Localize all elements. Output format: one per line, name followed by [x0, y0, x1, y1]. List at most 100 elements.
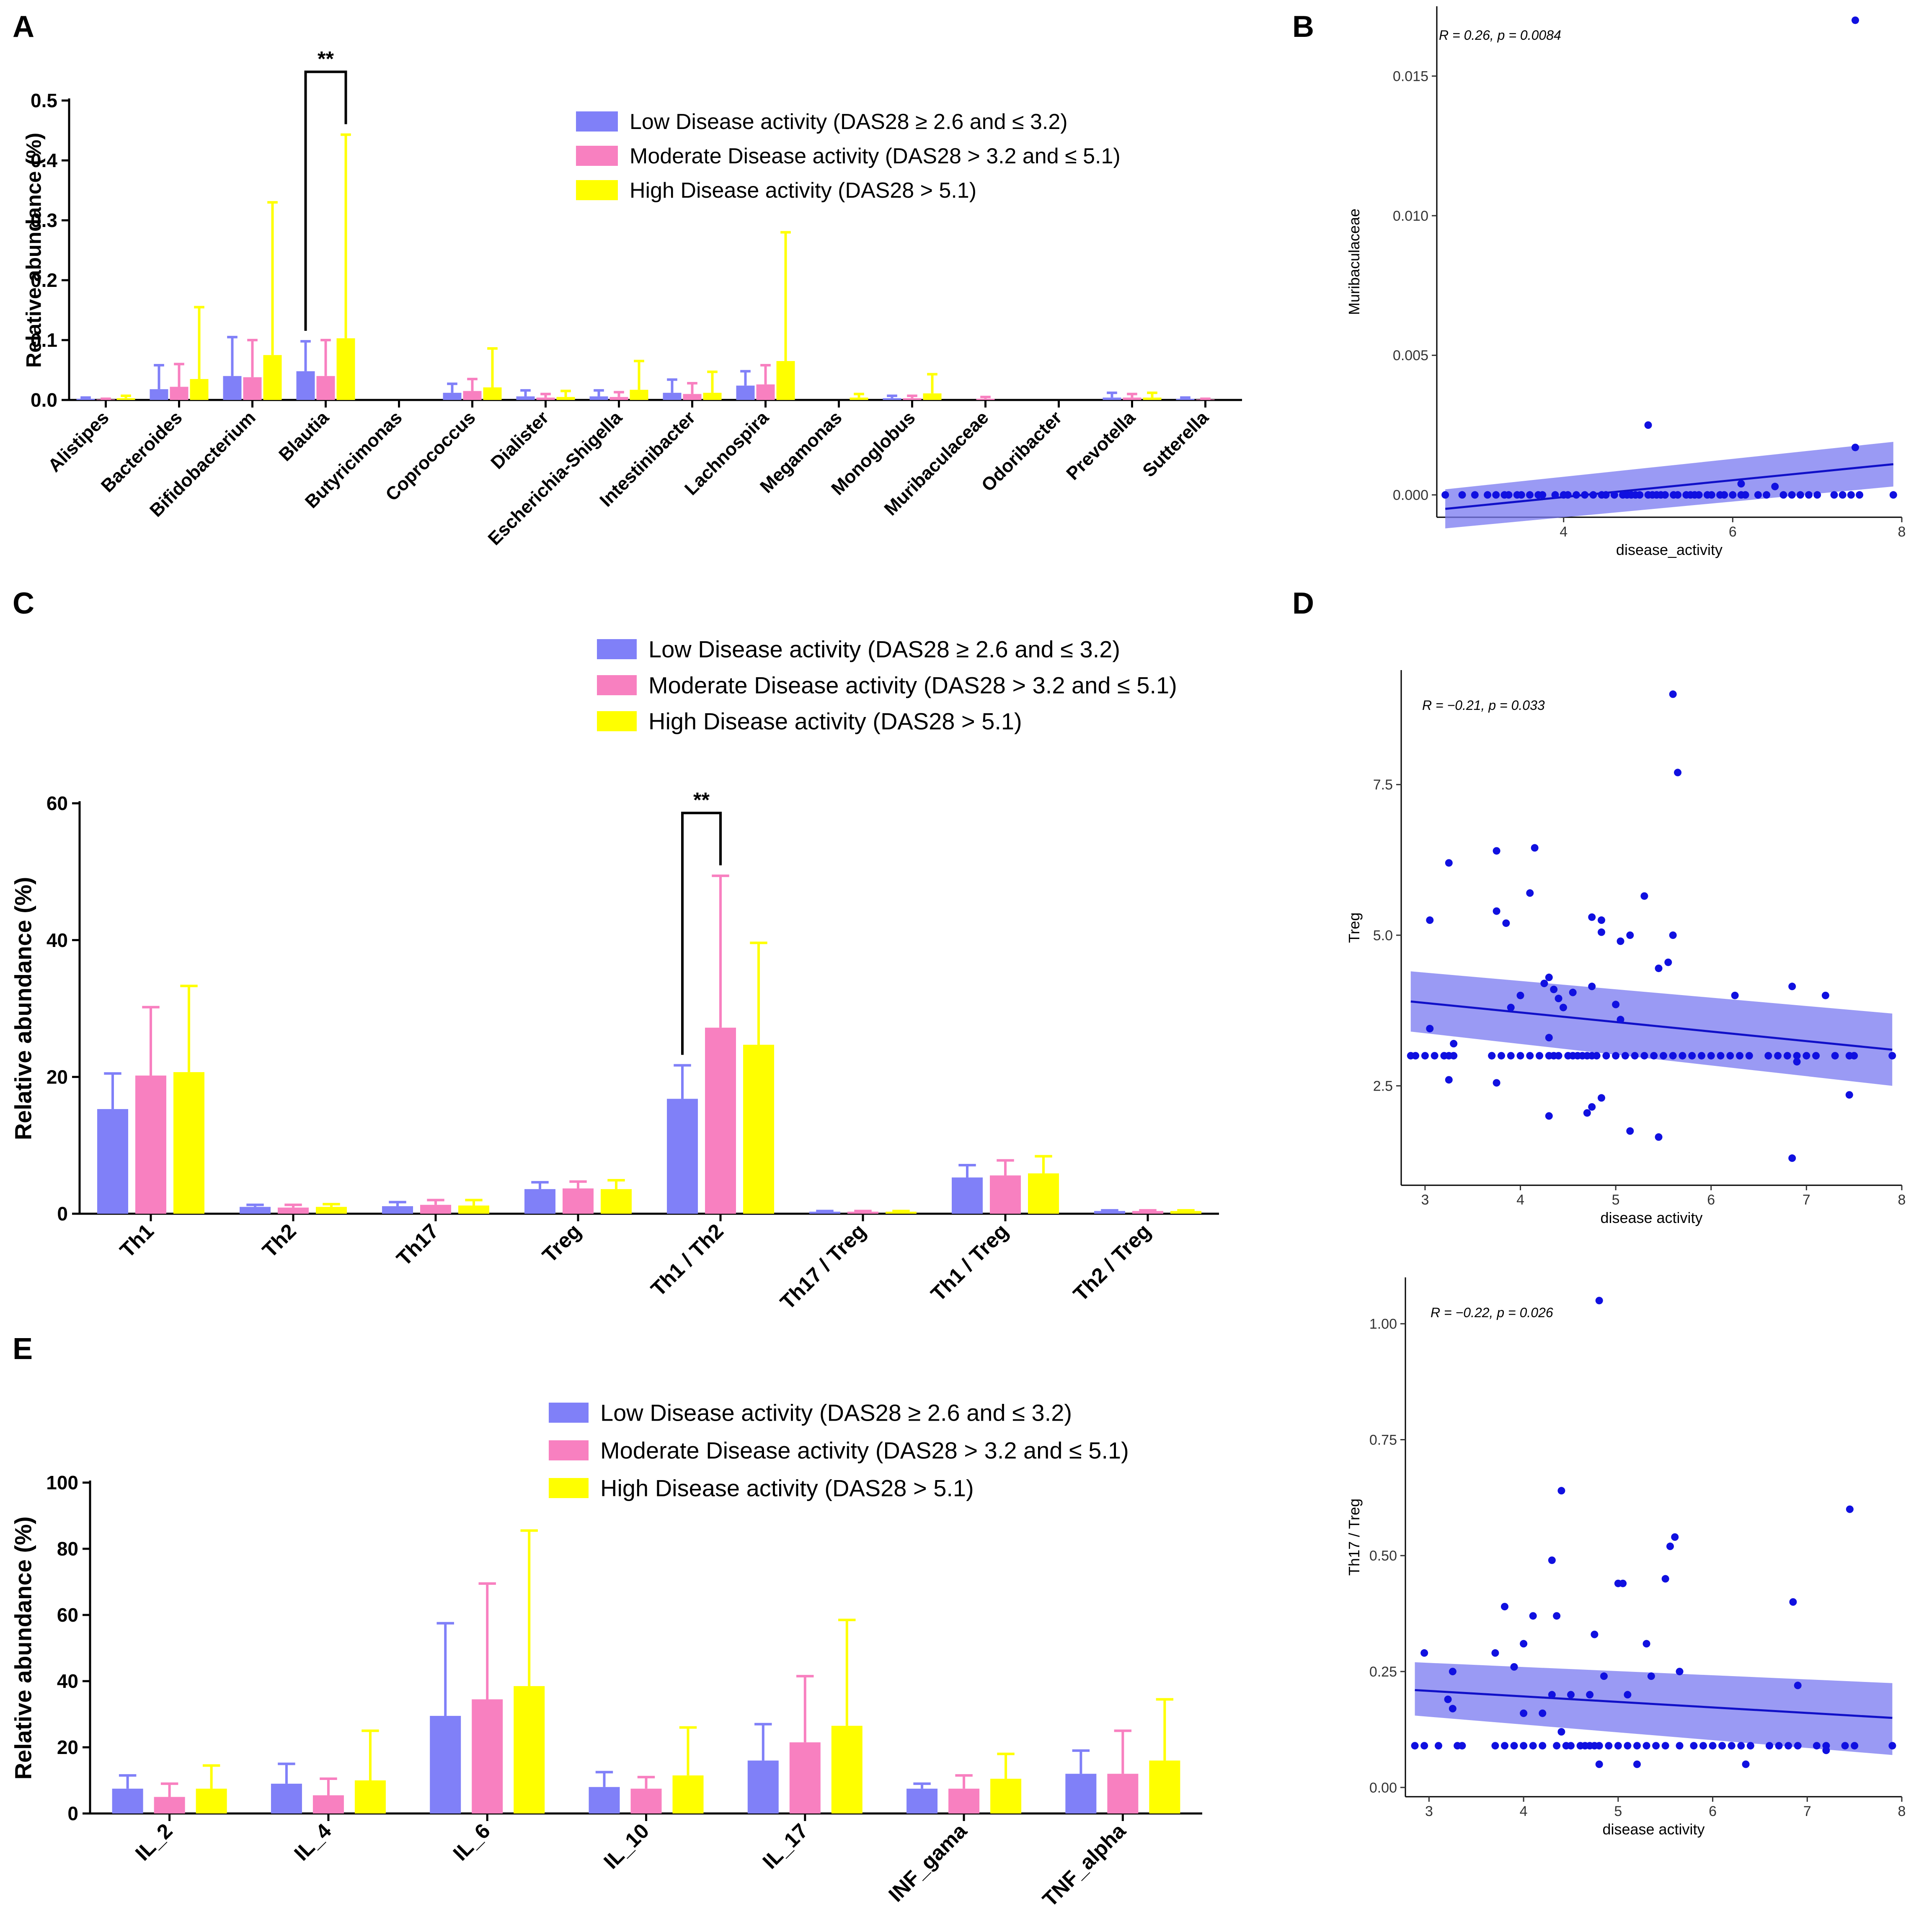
- scatter-point-d2: [1600, 1672, 1608, 1680]
- scatter-point-d: [1631, 1052, 1639, 1060]
- scatter-point-d2: [1614, 1742, 1622, 1750]
- scatter-point-d: [1493, 907, 1500, 915]
- scatter-point-d2: [1557, 1728, 1565, 1736]
- scatter-point-d2: [1661, 1575, 1669, 1583]
- scatter-point-b: [1564, 491, 1572, 499]
- scatter-point-d: [1655, 1133, 1663, 1141]
- scatter-point-b: [1788, 491, 1796, 499]
- x-tick-label-c: Treg: [538, 1219, 586, 1267]
- bar-c-high: [886, 1212, 917, 1214]
- bar-a-moderate: [976, 399, 995, 400]
- bar-e-moderate: [154, 1797, 185, 1813]
- scatter-point-d: [1788, 1154, 1796, 1162]
- y-tick-label-d2: 0.00: [1369, 1780, 1397, 1796]
- x-tick-label-a: Prevotella: [1062, 407, 1139, 484]
- scatter-point-d: [1845, 1091, 1853, 1099]
- stat-annotation-d: R = −0.21, p = 0.033: [1422, 698, 1545, 713]
- scatter-point-d: [1536, 1052, 1544, 1060]
- scatter-point-d2: [1605, 1742, 1613, 1750]
- y-tick-label-b: 0.010: [1393, 208, 1428, 224]
- scatter-point-d2: [1567, 1691, 1575, 1699]
- scatter-point-d2: [1529, 1612, 1537, 1620]
- bar-a-high: [556, 397, 575, 400]
- scatter-chart-d2: 0.00 0.25 0.50 0.75 1.00 3 4 5 6 7 8 disease activi…: [1345, 1277, 1906, 1838]
- scatter-point-b: [1492, 491, 1500, 499]
- scatter-point-b: [1729, 491, 1737, 499]
- bar-c-low: [524, 1189, 555, 1214]
- bar-c-high: [316, 1207, 347, 1214]
- scatter-point-b: [1602, 491, 1610, 499]
- bar-c-low: [809, 1212, 840, 1214]
- scatter-point-d2: [1619, 1579, 1627, 1587]
- scatter-point-d2: [1676, 1668, 1684, 1676]
- scatter-point-d: [1612, 1001, 1620, 1009]
- scatter-point-d2: [1746, 1742, 1754, 1750]
- scatter-point-d: [1831, 1052, 1839, 1060]
- x-tick-label-e: IL_17: [758, 1819, 813, 1873]
- scatter-point-d: [1803, 1052, 1810, 1060]
- scatter-point-d: [1593, 1052, 1601, 1060]
- scatter-point-d2: [1718, 1742, 1726, 1750]
- scatter-point-d: [1698, 1052, 1705, 1060]
- y-tick-label-a: 0.3: [31, 209, 57, 231]
- scatter-point-b: [1839, 491, 1846, 499]
- bar-chart-c: 0 20 40 60 Relative abundance (%) Th1 Th2 Th17 T…: [10, 636, 1219, 1314]
- bar-e-low: [271, 1783, 302, 1813]
- bar-e-moderate: [789, 1742, 821, 1813]
- legend-label-high: High Disease activity (DAS28 > 5.1): [648, 708, 1022, 735]
- bar-a-low: [1176, 399, 1195, 400]
- scatter-point-b: [1581, 491, 1589, 499]
- scatter-point-d: [1612, 1052, 1620, 1060]
- bar-c-moderate: [563, 1188, 594, 1214]
- scatter-point-d2: [1676, 1742, 1684, 1750]
- y-tick-label-e: 0: [67, 1803, 78, 1824]
- bar-a-low: [150, 389, 168, 400]
- bar-c-low: [1094, 1211, 1125, 1214]
- scatter-point-d2: [1595, 1297, 1603, 1305]
- significance-bracket-a: [304, 70, 347, 331]
- scatter-point-d2: [1766, 1742, 1773, 1750]
- x-tick-label-d2: 8: [1898, 1803, 1906, 1819]
- scatter-point-d: [1445, 859, 1453, 867]
- x-tick-label-d: 7: [1803, 1192, 1810, 1208]
- scatter-point-d2: [1510, 1663, 1518, 1671]
- scatter-point-d: [1664, 958, 1672, 966]
- x-tick-label-e: IL_4: [289, 1819, 336, 1865]
- panel-letter-d: D: [1292, 587, 1314, 620]
- x-tick-label-d: 8: [1898, 1192, 1906, 1208]
- scatter-point-d2: [1420, 1649, 1428, 1657]
- x-tick-label-d: 4: [1516, 1192, 1524, 1208]
- x-tick-label-d2: 5: [1614, 1803, 1622, 1819]
- scatter-point-b: [1695, 491, 1703, 499]
- scatter-point-d: [1626, 1127, 1634, 1135]
- scatter-point-b: [1636, 491, 1644, 499]
- scatter-point-d: [1550, 985, 1558, 993]
- scatter-point-d: [1516, 991, 1524, 999]
- scatter-point-d: [1888, 1052, 1896, 1060]
- y-tick-label-a: 0.5: [31, 90, 57, 111]
- y-axis-label-d: Treg: [1345, 913, 1363, 943]
- y-tick-label-b: 0.015: [1393, 69, 1428, 85]
- bar-c-moderate: [990, 1175, 1021, 1214]
- x-tick-label-c: Th1 / Treg: [926, 1219, 1013, 1306]
- scatter-point-d: [1516, 1052, 1524, 1060]
- x-axis-label-b: disease_activity: [1616, 541, 1722, 558]
- scatter-point-d: [1731, 991, 1739, 999]
- confidence-band-b: [1445, 442, 1893, 529]
- bar-e-moderate: [630, 1788, 662, 1813]
- scatter-point-d2: [1846, 1505, 1854, 1513]
- scatter-point-d2: [1553, 1612, 1561, 1620]
- bar-e-high: [196, 1788, 227, 1813]
- scatter-point-b: [1573, 491, 1580, 499]
- scatter-point-d2: [1841, 1742, 1849, 1750]
- scatter-point-b: [1610, 491, 1618, 499]
- scatter-point-d: [1821, 991, 1829, 999]
- scatter-point-b: [1856, 491, 1864, 499]
- panel-letter-e: E: [13, 1332, 33, 1366]
- y-axis-label-c: Relative abundance (%): [10, 877, 36, 1140]
- scatter-point-d: [1545, 973, 1553, 981]
- bar-a-low: [296, 371, 315, 400]
- scatter-point-b: [1754, 491, 1762, 499]
- bar-c-low: [667, 1099, 698, 1214]
- scatter-point-d: [1850, 1052, 1858, 1060]
